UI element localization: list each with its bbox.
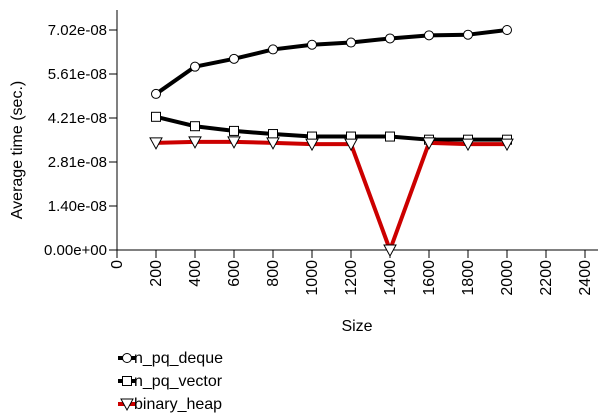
data-point-n_pq_deque bbox=[307, 39, 317, 50]
data-point-binary_heap bbox=[344, 138, 358, 152]
x-tick-label: 2200 bbox=[538, 260, 555, 296]
x-tick-label: 2000 bbox=[499, 260, 516, 296]
data-point-binary_heap bbox=[305, 138, 319, 152]
legend-marker bbox=[120, 398, 134, 412]
data-point-n_pq_vector bbox=[190, 121, 200, 132]
x-tick-label: 800 bbox=[265, 260, 282, 287]
legend-label: n_pq_deque bbox=[134, 350, 223, 367]
x-tick-label: 200 bbox=[148, 260, 165, 287]
y-tick-label: 5.61e-08 bbox=[48, 66, 107, 83]
x-axis-label: Size bbox=[341, 318, 372, 335]
series-line-n_pq_vector bbox=[155, 114, 507, 142]
data-point-n_pq_deque bbox=[385, 33, 395, 44]
legend-label: n_pq_vector bbox=[134, 373, 223, 390]
series-n_pq_vector bbox=[151, 111, 512, 145]
data-point-n_pq_deque bbox=[502, 25, 512, 35]
x-axis-ticks: 0 200 400 600 800 1000 1200 1400 1600 1800 2000 220… bbox=[109, 250, 594, 296]
y-tick-label: 0.00e+00 bbox=[44, 242, 107, 259]
y-axis-ticks: 0.00e+00 1.40e-08 2.81e-08 4.21e-08 5.61e-08… bbox=[44, 22, 117, 259]
y-tick-label: 7.02e-08 bbox=[48, 22, 107, 39]
data-point-n_pq_deque bbox=[424, 30, 434, 41]
x-tick-label: 1000 bbox=[304, 260, 321, 296]
data-point-n_pq_deque bbox=[346, 37, 356, 48]
data-point-binary_heap bbox=[266, 137, 280, 150]
y-tick-label: 1.40e-08 bbox=[48, 198, 107, 215]
x-tick-label: 1800 bbox=[460, 260, 477, 296]
series-binary_heap bbox=[149, 136, 514, 258]
x-tick-label: 1600 bbox=[421, 260, 438, 296]
data-point-binary_heap bbox=[227, 136, 241, 149]
series-line-n_pq_deque bbox=[154, 28, 508, 96]
x-tick-label: 600 bbox=[226, 260, 243, 287]
legend-marker bbox=[122, 353, 132, 363]
data-point-n_pq_deque bbox=[268, 44, 278, 55]
y-tick-label: 2.81e-08 bbox=[48, 154, 107, 171]
x-tick-label: 1400 bbox=[382, 260, 399, 296]
legend-item: n_pq_vector bbox=[118, 373, 223, 390]
x-tick-label: 0 bbox=[109, 260, 126, 269]
legend-marker bbox=[122, 376, 132, 386]
data-point-n_pq_vector bbox=[385, 131, 395, 142]
data-point-n_pq_vector bbox=[268, 129, 278, 140]
x-tick-label: 400 bbox=[187, 260, 204, 287]
data-point-binary_heap bbox=[383, 244, 397, 258]
series-n_pq_deque bbox=[151, 25, 512, 99]
data-point-n_pq_deque bbox=[463, 29, 473, 40]
legend-label: binary_heap bbox=[134, 396, 222, 413]
y-axis-label: Average time (sec.) bbox=[9, 81, 26, 219]
data-point-binary_heap bbox=[188, 136, 202, 149]
x-tick-label: 2400 bbox=[577, 260, 594, 296]
data-point-binary_heap bbox=[149, 137, 163, 150]
data-point-n_pq_deque bbox=[229, 53, 239, 64]
series-line-binary_heap bbox=[155, 139, 507, 252]
data-point-n_pq_vector bbox=[151, 111, 161, 122]
series-layer bbox=[149, 25, 514, 258]
y-tick-label: 4.21e-08 bbox=[48, 110, 107, 127]
data-point-binary_heap bbox=[461, 138, 475, 152]
data-point-binary_heap bbox=[500, 138, 514, 152]
legend-item: binary_heap bbox=[118, 396, 222, 413]
data-point-n_pq_deque bbox=[190, 61, 200, 72]
data-point-n_pq_vector bbox=[229, 125, 239, 136]
x-tick-label: 1200 bbox=[343, 260, 360, 296]
legend: n_pq_deque n_pq_vector binary_heap bbox=[118, 350, 223, 413]
data-point-n_pq_deque bbox=[151, 88, 161, 99]
legend-item: n_pq_deque bbox=[118, 350, 223, 367]
data-point-binary_heap bbox=[422, 137, 436, 150]
